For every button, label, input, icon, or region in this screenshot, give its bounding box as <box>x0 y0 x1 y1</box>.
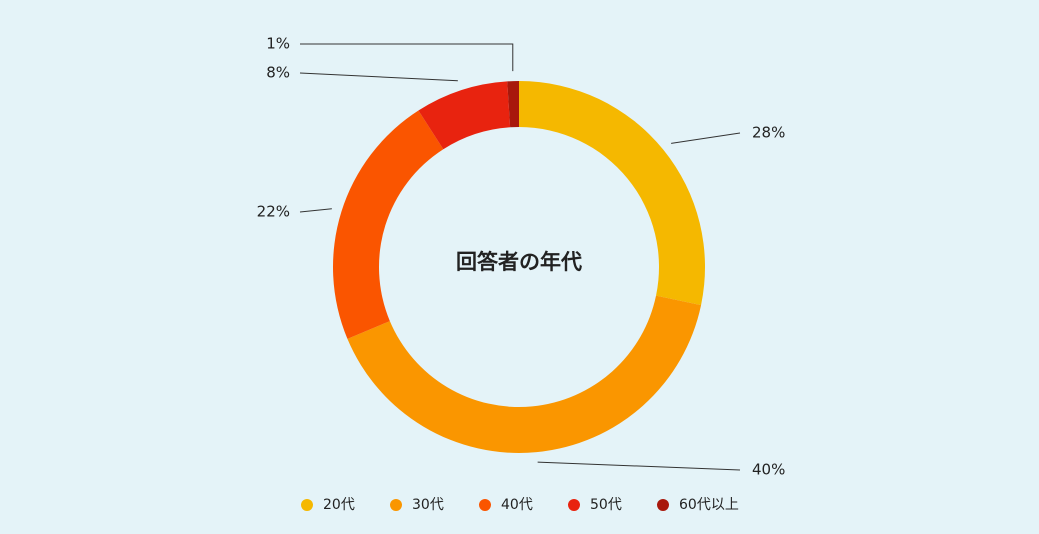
legend-label: 40代 <box>501 497 533 513</box>
donut-segment <box>347 295 702 453</box>
data-label: 1% <box>266 35 290 53</box>
donut-segment <box>519 81 705 306</box>
legend-marker <box>568 499 580 511</box>
leader-line <box>300 43 514 72</box>
donut-segment <box>418 81 511 150</box>
leader-line <box>671 132 741 144</box>
legend-marker <box>301 499 313 511</box>
leader-line <box>299 208 332 213</box>
legend-label: 20代 <box>323 497 355 513</box>
donut-segment <box>333 110 444 339</box>
donut-segment <box>507 81 519 128</box>
leader-line <box>299 72 458 82</box>
legend-label: 50代 <box>590 497 622 513</box>
data-label: 22% <box>257 203 290 221</box>
data-label: 40% <box>752 461 785 479</box>
legend-marker <box>657 499 669 511</box>
chart-title: 回答者の年代 <box>456 250 582 274</box>
leader-line <box>537 461 741 471</box>
data-label: 8% <box>266 64 290 82</box>
legend-marker <box>479 499 491 511</box>
legend-label: 60代以上 <box>679 497 739 513</box>
legend-label: 30代 <box>412 497 444 513</box>
data-label: 28% <box>752 124 785 142</box>
legend-marker <box>390 499 402 511</box>
